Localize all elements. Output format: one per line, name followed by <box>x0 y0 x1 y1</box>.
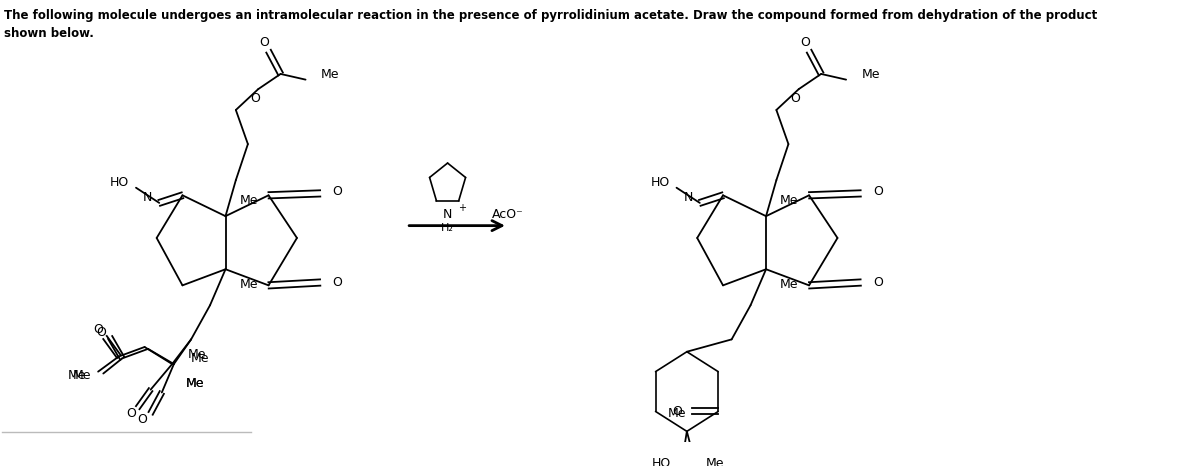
Text: Me: Me <box>780 278 798 291</box>
Text: O: O <box>872 185 883 198</box>
Text: Me: Me <box>239 278 258 291</box>
Text: Me: Me <box>73 369 91 382</box>
Text: N: N <box>443 208 452 221</box>
Text: Me: Me <box>862 69 880 82</box>
Text: Me: Me <box>780 193 798 206</box>
Text: Me: Me <box>186 377 204 390</box>
Text: O: O <box>800 36 810 49</box>
Text: O: O <box>872 276 883 289</box>
Text: O: O <box>259 36 269 49</box>
Text: O: O <box>332 276 342 289</box>
Text: Me: Me <box>322 69 340 82</box>
Text: O: O <box>97 326 107 339</box>
Text: +: + <box>458 203 466 212</box>
Text: O: O <box>791 92 800 105</box>
Text: O: O <box>94 323 103 336</box>
Text: The following molecule undergoes an intramolecular reaction in the presence of p: The following molecule undergoes an intr… <box>5 9 1098 22</box>
Text: N: N <box>143 191 152 204</box>
Text: N: N <box>684 191 692 204</box>
Text: O: O <box>672 405 682 418</box>
Text: Me: Me <box>667 407 686 420</box>
Text: Me: Me <box>191 352 210 365</box>
Text: Me: Me <box>186 377 204 390</box>
Text: HO: HO <box>652 457 671 466</box>
Text: shown below.: shown below. <box>5 27 94 40</box>
Text: AcO⁻: AcO⁻ <box>492 208 524 221</box>
Text: O: O <box>137 412 146 425</box>
Text: O: O <box>126 407 136 420</box>
Text: H₂: H₂ <box>442 223 454 233</box>
Text: HO: HO <box>110 177 130 190</box>
Text: Me: Me <box>187 348 206 361</box>
Text: O: O <box>250 92 259 105</box>
Text: O: O <box>332 185 342 198</box>
Text: HO: HO <box>650 177 670 190</box>
Text: Me: Me <box>239 193 258 206</box>
Text: Me: Me <box>67 369 86 382</box>
Text: Me: Me <box>706 457 725 466</box>
